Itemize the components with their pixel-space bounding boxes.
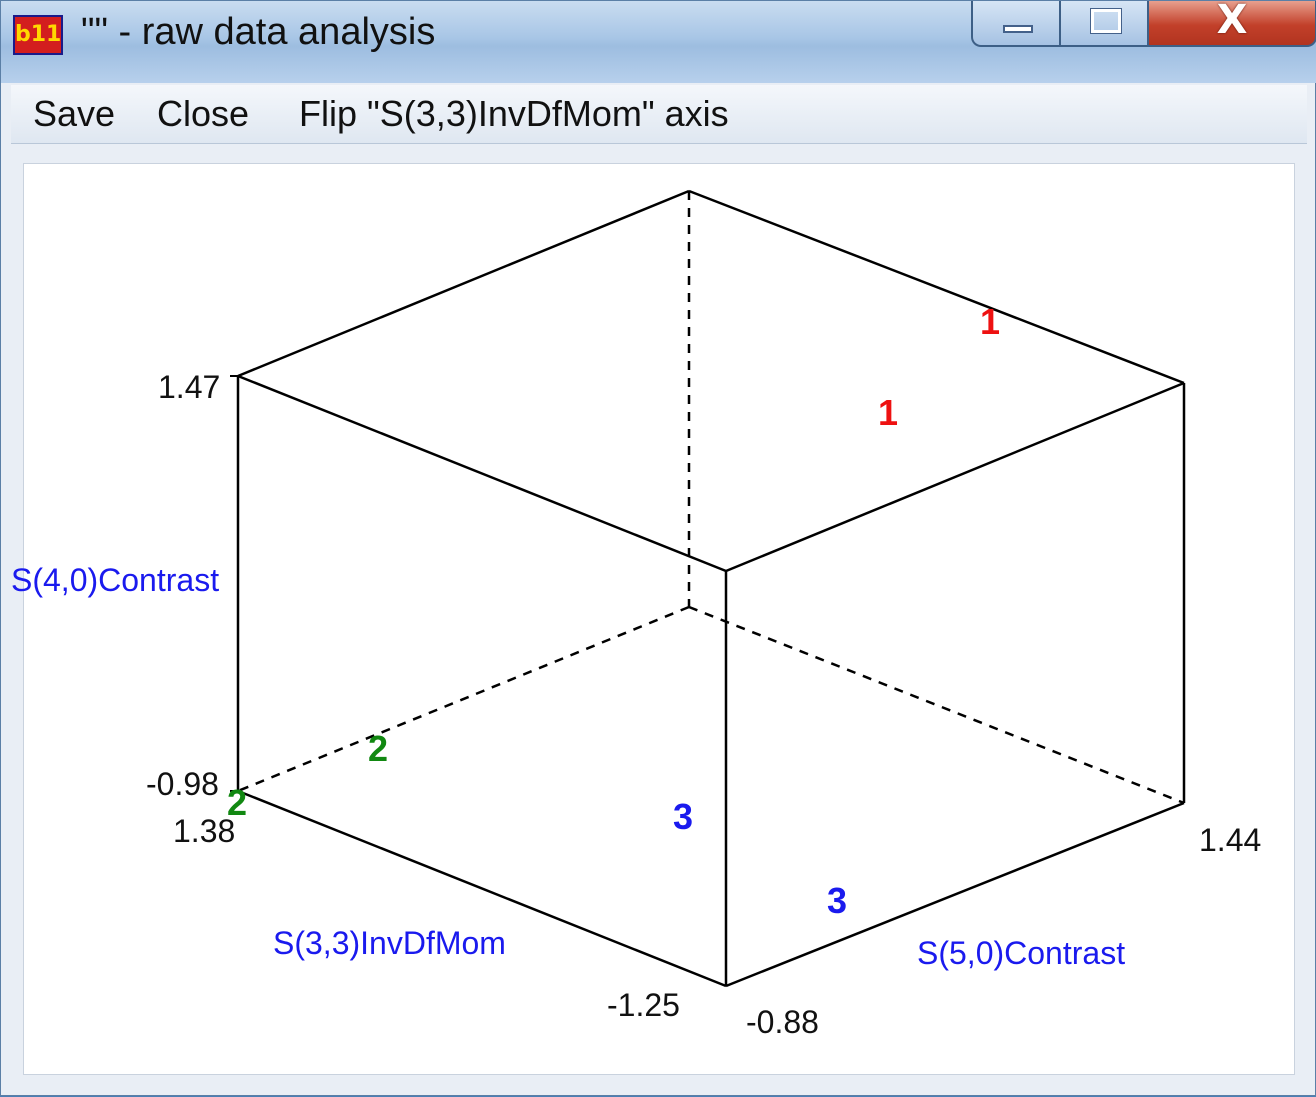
data-point-2b: 2 (227, 782, 247, 823)
right-depth-max-tick-label: 1.44 (1199, 822, 1261, 858)
left-depth-min-tick-label: -1.25 (607, 987, 680, 1023)
data-point-3a: 3 (673, 796, 693, 837)
cube-edges (236, 189, 1186, 988)
data-point-2a: 2 (368, 728, 388, 769)
window-title: "" - raw data analysis (81, 11, 436, 53)
vertical-max-tick-label: 1.47 (158, 369, 220, 405)
menu-close[interactable]: Close (157, 93, 250, 134)
vertical-min-tick-label: -0.98 (146, 766, 219, 802)
vertical-axis-label: S(4,0)Contrast (11, 562, 219, 598)
hidden-edges (237, 191, 1185, 805)
close-window-button[interactable]: X (1147, 0, 1316, 47)
minimize-icon (1003, 25, 1033, 33)
maximize-button[interactable] (1059, 1, 1149, 47)
right-depth-axis-label: S(5,0)Contrast (917, 935, 1125, 971)
title-bar[interactable]: b11 "" - raw data analysis X (1, 0, 1316, 83)
window-controls: X (971, 0, 1316, 57)
data-point-3b: 3 (827, 880, 847, 921)
left-depth-axis-label: S(3,3)InvDfMom (273, 925, 506, 961)
close-icon: X (1216, 0, 1248, 43)
menu-bar: Save Close Flip "S(3,3)InvDfMom" axis (11, 85, 1307, 144)
plot-area (23, 163, 1295, 1075)
data-point-1b: 1 (878, 392, 898, 433)
right-depth-min-tick-label: -0.88 (746, 1004, 819, 1040)
data-point-1a: 1 (980, 301, 1000, 342)
maximize-icon (1090, 8, 1122, 34)
left-depth-max-tick-label: 1.38 (173, 813, 235, 849)
axis-ticks (230, 375, 238, 792)
app-icon[interactable]: b11 (13, 15, 63, 55)
menu-flip-axis[interactable]: Flip "S(3,3)InvDfMom" axis (299, 93, 729, 134)
menu-save[interactable]: Save (33, 93, 116, 134)
